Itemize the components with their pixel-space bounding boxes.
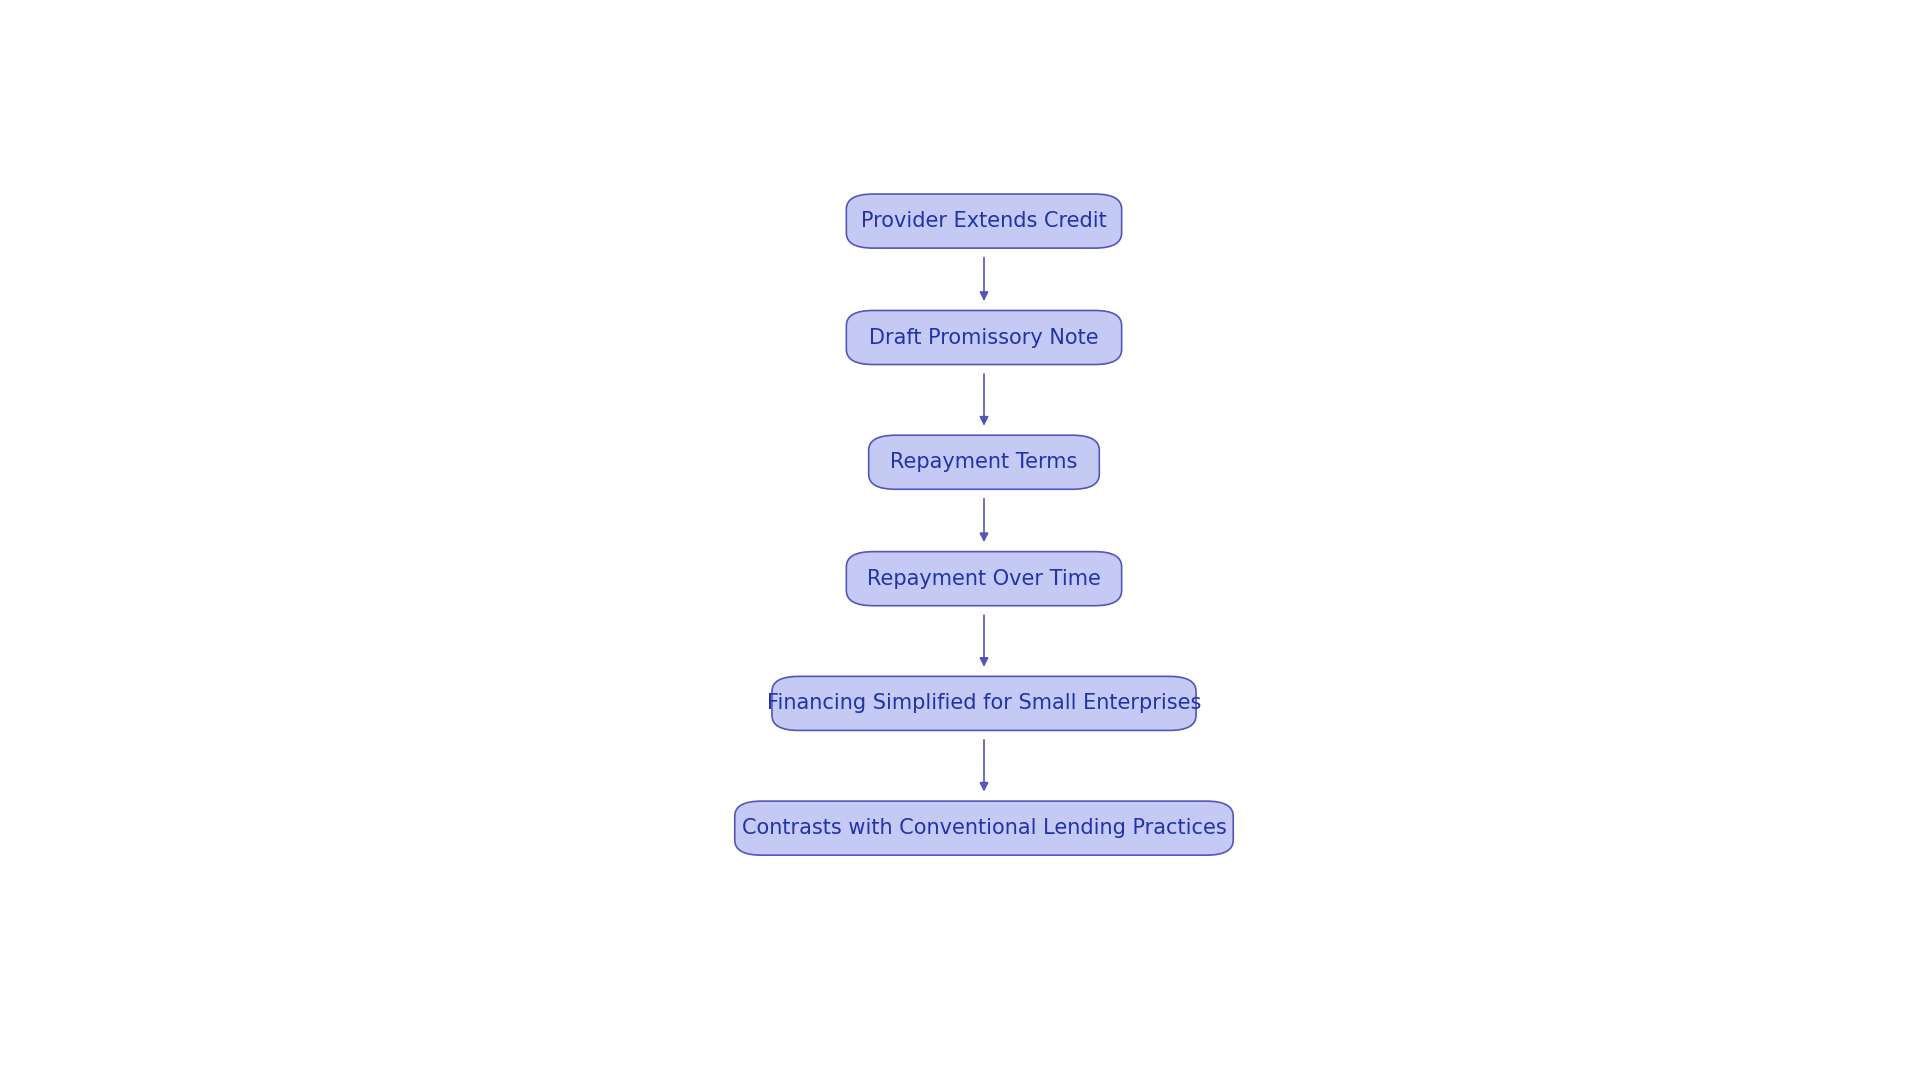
Text: Repayment Over Time: Repayment Over Time bbox=[868, 569, 1100, 589]
Text: Repayment Terms: Repayment Terms bbox=[891, 453, 1077, 472]
FancyBboxPatch shape bbox=[772, 676, 1196, 730]
FancyBboxPatch shape bbox=[847, 194, 1121, 248]
Text: Financing Simplified for Small Enterprises: Financing Simplified for Small Enterpris… bbox=[766, 693, 1202, 714]
FancyBboxPatch shape bbox=[847, 310, 1121, 365]
Text: Provider Extends Credit: Provider Extends Credit bbox=[862, 211, 1106, 231]
Text: Contrasts with Conventional Lending Practices: Contrasts with Conventional Lending Prac… bbox=[741, 819, 1227, 838]
FancyBboxPatch shape bbox=[847, 552, 1121, 606]
FancyBboxPatch shape bbox=[868, 435, 1100, 489]
FancyBboxPatch shape bbox=[735, 801, 1233, 855]
Text: Draft Promissory Note: Draft Promissory Note bbox=[870, 327, 1098, 348]
